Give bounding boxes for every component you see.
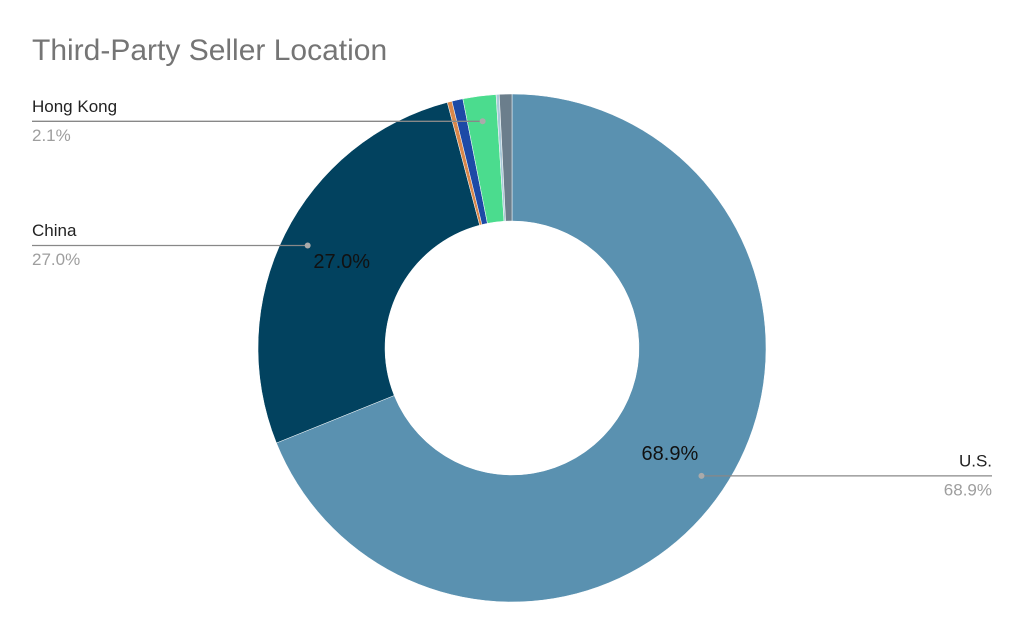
slice <box>257 102 480 444</box>
slice <box>276 93 767 603</box>
slice-label: 68.9% <box>642 443 699 465</box>
leader-dot <box>304 242 311 249</box>
legend-label: Hong Kong <box>32 97 117 116</box>
legend-value: 27.0% <box>32 250 80 269</box>
legend-value: 2.1% <box>32 126 71 145</box>
chart-title: Third-Party Seller Location <box>32 34 387 67</box>
leader-dot <box>698 472 705 479</box>
slice <box>498 93 513 222</box>
legend-label: China <box>32 221 77 240</box>
leader-dot <box>479 118 486 125</box>
slice-label: 27.0% <box>313 251 370 273</box>
legend-label: U.S. <box>959 451 992 470</box>
legend-value: 68.9% <box>944 480 992 499</box>
